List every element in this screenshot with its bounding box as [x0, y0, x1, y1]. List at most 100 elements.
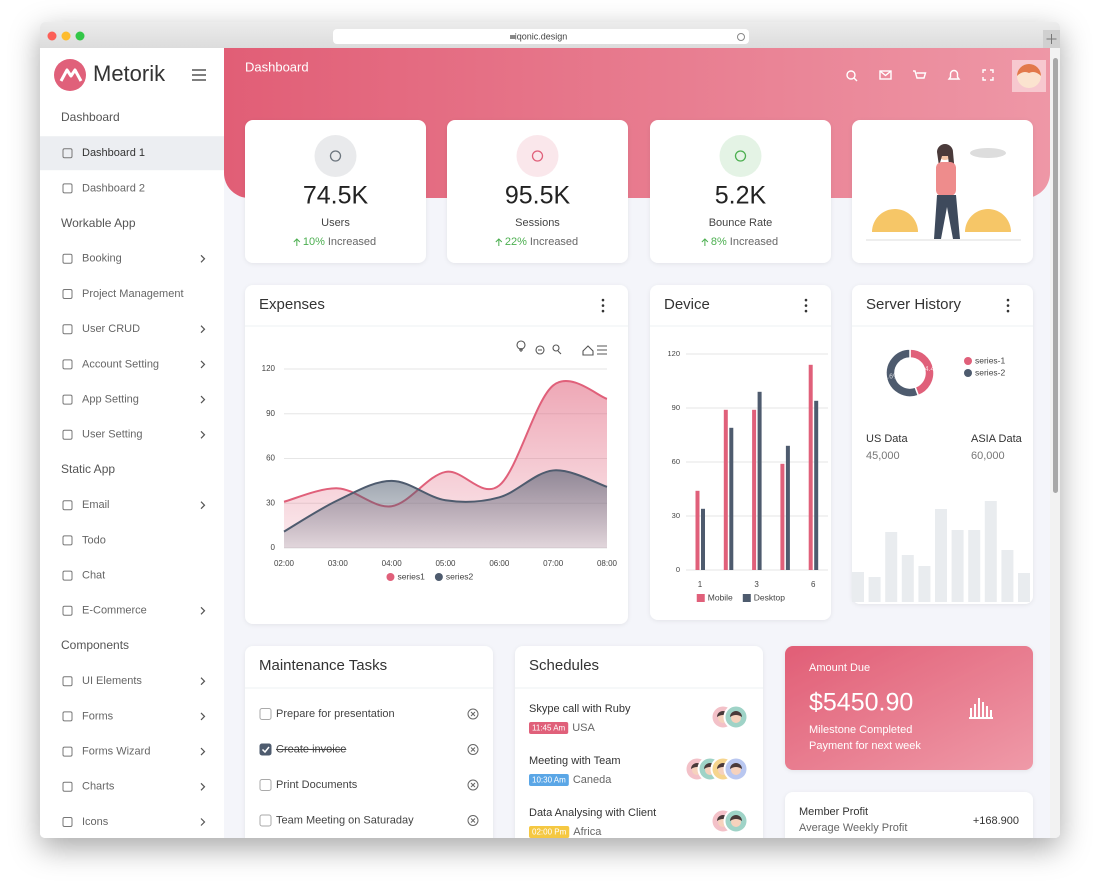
- menu-item[interactable]: Charts: [82, 781, 115, 793]
- legend-label[interactable]: series-1: [975, 355, 1006, 365]
- legend-label[interactable]: series1: [397, 571, 425, 581]
- menu-icon: [62, 359, 73, 370]
- menu-item[interactable]: Dashboard 1: [82, 147, 145, 159]
- area-line: [283, 380, 608, 508]
- chevron: [200, 501, 206, 510]
- chevron: [200, 782, 206, 791]
- mail-icon[interactable]: [879, 70, 892, 80]
- y-tick-label: 120: [667, 349, 680, 358]
- legend-label[interactable]: Mobile: [708, 592, 733, 602]
- scroll-thumb[interactable]: [1053, 58, 1058, 493]
- url-field[interactable]: [333, 29, 749, 44]
- avatar-hair: [730, 711, 742, 717]
- server-value: 45,000: [866, 450, 900, 462]
- figure-legs: [934, 195, 960, 239]
- legend-marker: [386, 573, 395, 581]
- menu-item[interactable]: Account Setting: [82, 358, 159, 370]
- section-title: Workable App: [61, 216, 136, 230]
- close-button[interactable]: [47, 31, 57, 41]
- zoom-button[interactable]: [75, 31, 85, 41]
- legend-marker: [434, 573, 443, 581]
- chart-toolbar-icon[interactable]: [535, 345, 545, 355]
- x-tick-label: 03:00: [328, 559, 349, 568]
- menu-item[interactable]: UI Elements: [82, 675, 142, 687]
- bar: [808, 364, 813, 570]
- bar: [752, 409, 757, 570]
- column: [968, 530, 981, 602]
- section-title: Static App: [61, 462, 115, 476]
- menu-item[interactable]: Forms Wizard: [82, 746, 150, 758]
- menu-item[interactable]: Icons: [82, 816, 109, 828]
- chart-toolbar-icon[interactable]: [597, 345, 607, 355]
- y-tick-label: 120: [262, 364, 276, 373]
- stat-icon-bg: [314, 135, 357, 177]
- search-icon[interactable]: [846, 70, 856, 80]
- menu-item[interactable]: Todo: [82, 534, 106, 546]
- menu-item[interactable]: App Setting: [82, 394, 139, 406]
- menu-item[interactable]: Project Management: [82, 288, 184, 300]
- menu-item[interactable]: Chat: [82, 570, 105, 582]
- reload-icon[interactable]: [737, 33, 745, 41]
- bar: [757, 391, 762, 570]
- chevron: [200, 430, 206, 439]
- remove-task[interactable]: [467, 779, 479, 791]
- checkbox[interactable]: [259, 814, 272, 827]
- bell-icon[interactable]: [947, 69, 961, 80]
- change-trend: Increased: [328, 236, 376, 248]
- remove-task[interactable]: [467, 744, 479, 755]
- checkbox[interactable]: [259, 743, 272, 756]
- section-title: Dashboard: [61, 110, 120, 124]
- x-tick-label: 05:00: [435, 559, 456, 568]
- chart-card: [650, 285, 831, 620]
- stat-label: Users: [321, 217, 350, 229]
- menu-icon: [62, 183, 73, 194]
- menu-item[interactable]: Dashboard 2: [82, 182, 145, 194]
- menu-toggle[interactable]: [192, 69, 206, 81]
- menu-item[interactable]: E-Commerce: [82, 605, 147, 617]
- menu-item[interactable]: Booking: [82, 253, 122, 265]
- cloud: [970, 148, 1006, 158]
- legend-marker: [696, 594, 705, 602]
- card-title: Server History: [866, 296, 962, 313]
- column: [918, 566, 931, 602]
- remove-task[interactable]: [467, 708, 479, 720]
- fullscreen-icon[interactable]: [982, 69, 994, 81]
- legend-label[interactable]: series2: [446, 571, 474, 581]
- y-tick-label: 90: [672, 403, 680, 412]
- checkbox[interactable]: [259, 708, 272, 720]
- chart-toolbar-icon[interactable]: [552, 344, 562, 355]
- chevron: [200, 325, 206, 334]
- menu-icon: [62, 148, 73, 159]
- menu-icon: [62, 605, 73, 616]
- bar: [695, 490, 700, 570]
- amount-note: Milestone Completed: [809, 724, 912, 736]
- chevron: [200, 818, 206, 826]
- time-badge: [529, 722, 569, 734]
- cart-icon[interactable]: [913, 70, 927, 79]
- menu-item[interactable]: User Setting: [82, 429, 143, 441]
- chart-toolbar-icon[interactable]: [582, 345, 594, 356]
- sidebar: [40, 48, 224, 838]
- x-tick-label: 1: [698, 580, 703, 589]
- x-tick-label: 02:00: [274, 559, 295, 568]
- minimize-button[interactable]: [61, 31, 71, 41]
- menu-icon: [62, 817, 73, 827]
- legend-marker: [742, 594, 751, 602]
- avatar-hair: [730, 815, 742, 821]
- legend-label[interactable]: series-2: [975, 367, 1006, 377]
- legend-label[interactable]: Desktop: [754, 592, 785, 602]
- chart-toolbar-icon[interactable]: [516, 340, 526, 352]
- avatar-face: [731, 713, 741, 723]
- change-value: 8%: [711, 236, 727, 248]
- card-title: Schedules: [529, 657, 599, 674]
- column: [868, 577, 881, 602]
- menu-item[interactable]: Email: [82, 499, 110, 511]
- column: [984, 501, 997, 602]
- profit-title: Member Profit: [799, 806, 868, 818]
- menu-item[interactable]: Forms: [82, 710, 114, 722]
- menu-icon: [62, 500, 73, 511]
- checkbox[interactable]: [259, 779, 272, 791]
- remove-task[interactable]: [467, 815, 479, 826]
- menu-item[interactable]: User CRUD: [82, 323, 140, 335]
